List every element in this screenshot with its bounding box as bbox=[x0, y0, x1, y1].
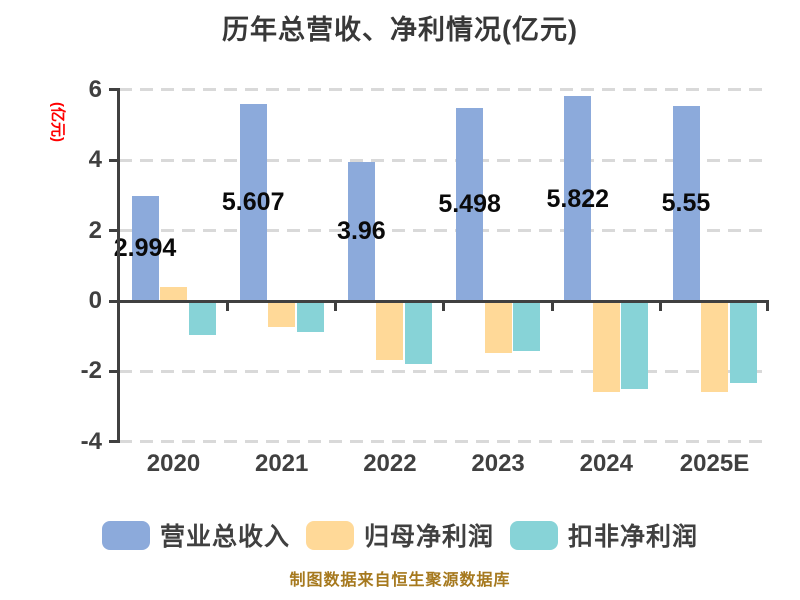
x-tick bbox=[334, 301, 338, 311]
x-axis-label: 2024 bbox=[579, 450, 633, 477]
bar bbox=[347, 161, 375, 301]
bar bbox=[672, 105, 700, 301]
x-tick bbox=[550, 301, 554, 311]
bar bbox=[404, 301, 432, 365]
gridline bbox=[119, 88, 769, 92]
gridline bbox=[119, 440, 769, 444]
bar-value-label: 2.994 bbox=[113, 234, 177, 263]
bar-value-label: 5.822 bbox=[546, 184, 610, 213]
legend-item: 营业总收入 bbox=[101, 517, 290, 553]
x-axis-label: 2020 bbox=[146, 450, 201, 477]
x-axis-zero-line bbox=[119, 299, 769, 303]
bar bbox=[456, 107, 484, 301]
y-tick-label: -4 bbox=[80, 427, 102, 455]
legend-label: 扣非净利润 bbox=[568, 523, 699, 551]
legend: 营业总收入 归母净利润 扣非净利润 bbox=[0, 517, 800, 553]
x-axis-label: 2021 bbox=[254, 450, 309, 477]
gridline bbox=[119, 158, 769, 162]
x-axis-label: 2023 bbox=[471, 450, 525, 477]
y-tick bbox=[109, 369, 119, 373]
legend-swatch bbox=[510, 520, 558, 550]
legend-swatch bbox=[305, 520, 354, 550]
bar bbox=[484, 301, 512, 354]
legend-label: 营业总收入 bbox=[159, 523, 290, 551]
bar bbox=[376, 301, 404, 361]
y-tick-label: 0 bbox=[88, 287, 102, 314]
y-tick bbox=[109, 229, 119, 233]
y-tick-label: 4 bbox=[88, 146, 102, 174]
bar bbox=[160, 286, 187, 301]
y-tick bbox=[109, 158, 119, 162]
y-tick bbox=[109, 440, 119, 444]
bar-value-label: 5.607 bbox=[221, 188, 285, 217]
bar bbox=[188, 301, 216, 336]
bar bbox=[513, 301, 541, 351]
x-tick bbox=[226, 301, 229, 311]
bar bbox=[621, 301, 649, 390]
bar bbox=[268, 301, 296, 328]
bar bbox=[239, 103, 267, 301]
gridline bbox=[119, 229, 769, 233]
bar-value-label: 5.55 bbox=[661, 189, 711, 218]
bar bbox=[701, 301, 728, 393]
y-tick-label: 2 bbox=[88, 216, 102, 244]
gridline bbox=[119, 369, 769, 373]
bar-value-label: 3.96 bbox=[337, 217, 386, 246]
legend-item: 归母净利润 bbox=[305, 517, 494, 553]
x-axis-label: 2025E bbox=[679, 450, 750, 477]
footer-note: 制图数据来自恒生聚源数据库 bbox=[289, 572, 511, 589]
y-tick bbox=[109, 299, 119, 303]
y-tick-label: -2 bbox=[80, 357, 102, 385]
bar bbox=[729, 301, 757, 383]
bar-value-label: 5.498 bbox=[438, 190, 501, 219]
bar bbox=[564, 96, 592, 301]
x-axis-label: 2022 bbox=[363, 450, 417, 477]
x-tick bbox=[766, 301, 769, 311]
legend-swatch bbox=[101, 520, 150, 550]
x-tick bbox=[658, 301, 662, 311]
legend-label: 归母净利润 bbox=[363, 523, 494, 551]
y-tick-label: 6 bbox=[88, 75, 102, 103]
chart-title: 历年总营收、净利情况(亿元) bbox=[222, 15, 578, 45]
y-axis-line bbox=[116, 88, 120, 443]
y-tick bbox=[109, 88, 119, 92]
bar bbox=[592, 301, 620, 392]
bar bbox=[131, 195, 159, 301]
bar bbox=[296, 301, 324, 332]
x-tick bbox=[442, 301, 446, 311]
legend-item: 扣非净利润 bbox=[510, 517, 698, 553]
